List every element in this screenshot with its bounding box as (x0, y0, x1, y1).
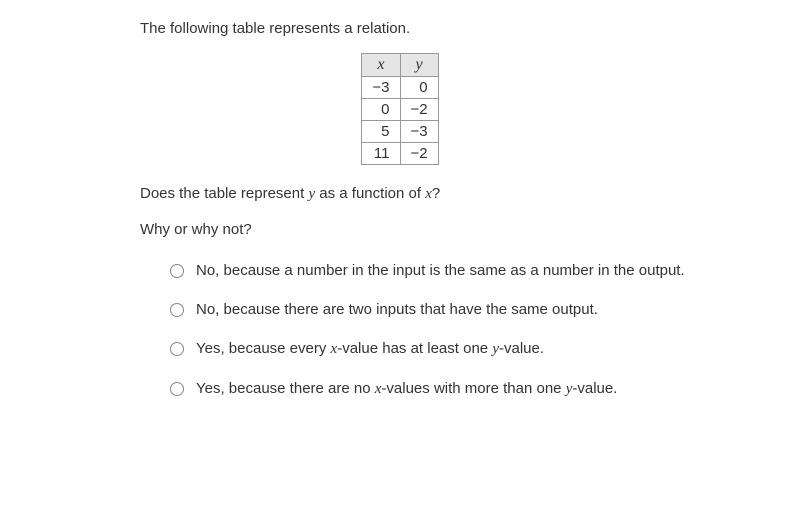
option-text: No, because there are two inputs that ha… (196, 301, 598, 318)
header-y: y (400, 54, 438, 77)
radio-icon (170, 303, 184, 317)
var-x: x (425, 186, 432, 202)
option-text: No, because a number in the input is the… (196, 262, 685, 279)
radio-icon (170, 342, 184, 356)
q1-post: ? (432, 185, 440, 202)
cell-x: −3 (362, 77, 400, 99)
opt-post: -value. (499, 340, 544, 357)
options-list: No, because a number in the input is the… (140, 262, 800, 398)
option-text: Yes, because every x-value has at least … (196, 340, 544, 358)
opt-post: -value. (572, 380, 617, 397)
q1-mid: as a function of (315, 185, 425, 202)
cell-x: 5 (362, 121, 400, 143)
opt-mid: -value has at least one (337, 340, 492, 357)
cell-x: 11 (362, 143, 400, 165)
option-2[interactable]: No, because there are two inputs that ha… (170, 301, 800, 318)
table-row: 0 −2 (362, 99, 438, 121)
table-row: 11 −2 (362, 143, 438, 165)
option-1[interactable]: No, because a number in the input is the… (170, 262, 800, 279)
cell-y: −3 (400, 121, 438, 143)
option-text: Yes, because there are no x-values with … (196, 380, 617, 398)
opt-pre: Yes, because every (196, 340, 331, 357)
table-row: 5 −3 (362, 121, 438, 143)
cell-y: −2 (400, 99, 438, 121)
table-wrapper: x y −3 0 0 −2 5 −3 11 −2 (140, 53, 800, 185)
radio-icon (170, 382, 184, 396)
intro-text: The following table represents a relatio… (140, 20, 800, 37)
opt-mid: -values with more than one (381, 380, 565, 397)
cell-y: −2 (400, 143, 438, 165)
q1-pre: Does the table represent (140, 185, 308, 202)
var-y: y (492, 341, 499, 357)
opt-pre: Yes, because there are no (196, 380, 375, 397)
table-header-row: x y (362, 54, 438, 77)
table-row: −3 0 (362, 77, 438, 99)
relation-table: x y −3 0 0 −2 5 −3 11 −2 (361, 53, 438, 165)
header-x: x (362, 54, 400, 77)
cell-x: 0 (362, 99, 400, 121)
question-2: Why or why not? (140, 221, 800, 238)
option-3[interactable]: Yes, because every x-value has at least … (170, 340, 800, 358)
question-1: Does the table represent y as a function… (140, 185, 800, 203)
radio-icon (170, 264, 184, 278)
cell-y: 0 (400, 77, 438, 99)
option-4[interactable]: Yes, because there are no x-values with … (170, 380, 800, 398)
